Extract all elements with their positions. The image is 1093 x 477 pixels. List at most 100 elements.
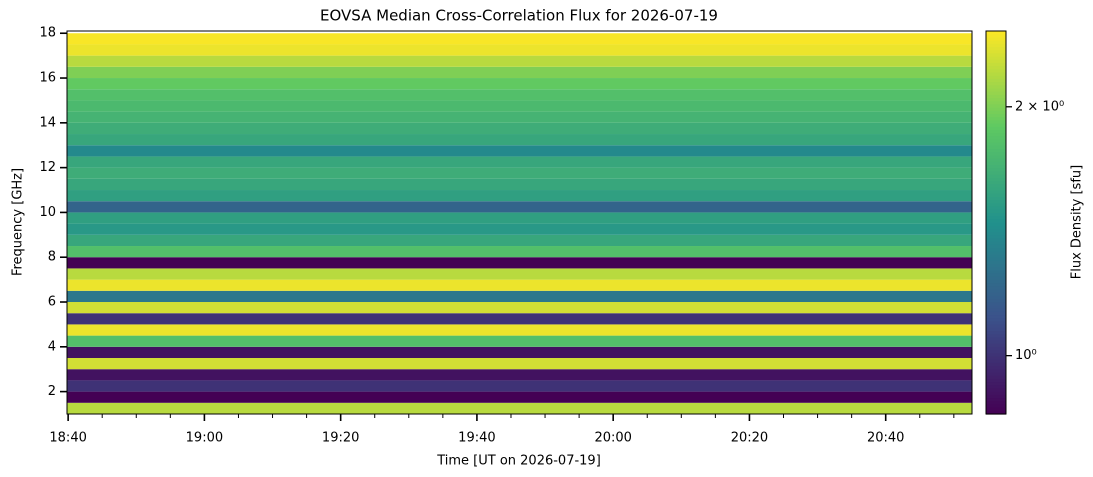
colorbar-swatch: [986, 129, 1006, 134]
heatmap-cell: [67, 234, 972, 247]
colorbar-swatch: [986, 340, 1006, 345]
colorbar-swatch: [986, 72, 1006, 77]
colorbar-swatch: [986, 161, 1006, 166]
heatmap-cell: [67, 134, 972, 146]
colorbar-swatch: [986, 295, 1006, 300]
colorbar-swatch: [986, 228, 1006, 233]
heatmap-cell: [67, 44, 972, 56]
colorbar-swatch: [986, 149, 1006, 153]
colorbar-swatch: [986, 327, 1006, 332]
colorbar-swatch: [986, 40, 1006, 45]
heatmap-cell: [67, 402, 972, 414]
colorbar-swatch: [986, 46, 1006, 51]
colorbar-frame: [985, 30, 1007, 415]
colorbar-swatch: [986, 324, 1006, 329]
colorbar-swatch: [986, 308, 1006, 313]
colorbar-swatch: [986, 267, 1006, 271]
colorbar-swatch: [986, 378, 1006, 383]
colorbar-swatch: [986, 235, 1006, 240]
colorbar-swatch: [986, 43, 1006, 48]
colorbar-swatch: [986, 311, 1006, 316]
colorbar-swatch: [986, 62, 1006, 67]
heatmap-cell: [67, 358, 972, 370]
colorbar-swatch: [986, 372, 1006, 377]
heatmap-cell: [67, 111, 972, 123]
colorbar-swatch: [986, 382, 1006, 386]
heatmap-cell: [67, 156, 972, 168]
colorbar-swatch: [986, 123, 1006, 128]
colorbar-swatch: [986, 398, 1006, 402]
colorbar-swatch: [986, 238, 1006, 243]
colorbar-swatch: [986, 273, 1006, 278]
colorbar-label: Flux Density [sfu]: [1070, 165, 1085, 279]
colorbar-swatch: [986, 34, 1006, 38]
heatmap-cell: [67, 122, 972, 135]
colorbar-swatch: [986, 168, 1006, 173]
colorbar-swatch: [986, 177, 1006, 182]
colorbar-swatch: [986, 337, 1006, 342]
x-tick-label: 20:40: [867, 431, 904, 446]
colorbar-swatch: [986, 206, 1006, 211]
colorbar-swatch: [986, 75, 1006, 80]
y-tick-label: 18: [39, 26, 56, 41]
colorbar-swatch: [986, 219, 1006, 224]
colorbar-swatch: [986, 94, 1006, 99]
colorbar-swatch: [986, 353, 1006, 358]
colorbar-swatch: [986, 289, 1006, 294]
heatmap-cell: [67, 246, 972, 258]
colorbar-swatch: [986, 133, 1006, 137]
heatmap-cell: [67, 290, 972, 303]
heatmap-cell: [67, 55, 972, 67]
colorbar-swatch: [986, 104, 1006, 109]
colorbar-swatch: [986, 126, 1006, 131]
x-tick-label: 19:40: [458, 431, 495, 446]
y-tick-label: 8: [48, 250, 56, 265]
colorbar-swatch: [986, 142, 1006, 147]
y-tick-label: 2: [48, 384, 56, 399]
colorbar-swatch: [986, 158, 1006, 163]
heatmap-cell: [67, 212, 972, 224]
colorbar-swatch: [986, 388, 1006, 393]
colorbar-swatch: [986, 66, 1006, 70]
colorbar-swatch: [986, 203, 1006, 208]
colorbar-swatch: [986, 366, 1006, 370]
colorbar-swatch: [986, 152, 1006, 157]
colorbar-swatch: [986, 216, 1006, 220]
heatmap-cell: [67, 167, 972, 179]
colorbar-swatch: [986, 251, 1006, 256]
colorbar-swatch: [986, 375, 1006, 380]
colorbar-swatch: [986, 356, 1006, 361]
colorbar-swatch: [986, 279, 1006, 284]
x-tick-label: 20:00: [594, 431, 631, 446]
heatmap-cell: [67, 313, 972, 325]
y-tick-label: 16: [39, 71, 56, 86]
colorbar-swatch: [986, 165, 1006, 169]
colorbar-swatch: [986, 254, 1006, 259]
colorbar-swatch: [986, 56, 1006, 61]
colorbar-swatch: [986, 37, 1006, 42]
heatmap-cell: [67, 223, 972, 235]
colorbar-swatch: [986, 232, 1006, 236]
colorbar-swatch: [986, 136, 1006, 141]
colorbar-swatch: [986, 120, 1006, 125]
x-axis-label: Time [UT on 2026-07-19]: [436, 454, 601, 469]
colorbar-swatch: [986, 318, 1006, 323]
colorbar-swatch: [986, 401, 1006, 406]
x-tick-label: 19:00: [186, 431, 223, 446]
colorbar-tick-label: 10⁰: [1015, 348, 1037, 363]
heatmap-cell: [67, 279, 972, 291]
colorbar-swatch: [986, 98, 1006, 102]
colorbar-swatch: [986, 407, 1006, 412]
colorbar-swatch: [986, 196, 1006, 201]
heatmap-cell: [67, 100, 972, 112]
colorbar-swatch: [986, 260, 1006, 265]
heatmap-cell: [67, 268, 972, 280]
colorbar-swatch: [986, 101, 1006, 106]
colorbar-swatch: [986, 50, 1006, 54]
colorbar-swatch: [986, 391, 1006, 396]
colorbar-swatch: [986, 181, 1006, 185]
heatmap-cell: [67, 302, 972, 314]
colorbar-swatch: [986, 82, 1006, 86]
colorbar-swatch: [986, 145, 1006, 150]
